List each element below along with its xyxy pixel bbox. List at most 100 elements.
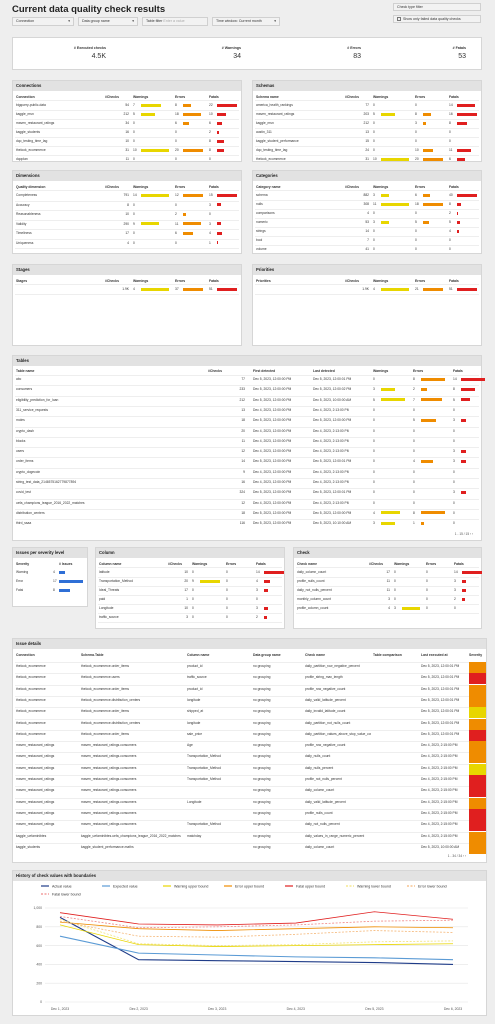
issues-row-connection[interactable]: maven_restaurant_ratings — [16, 788, 55, 793]
check-row-name[interactable]: daily_column_count — [297, 570, 327, 574]
issues-row-table[interactable]: maven_restaurant_ratings.consumers — [81, 810, 137, 815]
issues-header[interactable]: Connection — [16, 653, 35, 657]
tables-header[interactable]: First detected — [253, 369, 276, 373]
tables-row-name[interactable]: consumers — [16, 387, 33, 392]
column-row-name[interactable]: traffic_source — [99, 615, 119, 619]
tables-row-name[interactable]: eligibility_prediction_for_loan — [16, 397, 59, 402]
column-header[interactable]: Errors — [226, 562, 237, 566]
connections-row-name[interactable]: kaggle_students — [16, 130, 41, 134]
issues-row-table[interactable]: thelook_ecommerce.distribution_centers — [81, 697, 141, 702]
issues-row-table[interactable]: kaggle_uefaminibtes.uefa_champions_leagu… — [81, 833, 181, 838]
check-row-name[interactable]: profile_column_count — [297, 606, 329, 610]
issues-row-table[interactable]: maven_restaurant_ratings.consumers — [81, 788, 137, 793]
check-row-name[interactable]: daily_not_nulls_percent — [297, 588, 332, 592]
categories-row-name[interactable]: comparisons — [256, 211, 275, 215]
time-window-dropdown[interactable]: Time window: Current month ▾ — [212, 17, 280, 26]
issues-row-connection[interactable]: thelook_ecommerce — [16, 731, 46, 736]
check-header[interactable]: Check name — [297, 562, 317, 566]
tables-row-name[interactable]: distribution_centers — [16, 510, 45, 515]
tables-row-name[interactable]: uefa_champions_league_2016_2022_matches — [16, 500, 85, 505]
issues-row-connection[interactable]: thelook_ecommerce — [16, 686, 46, 691]
categories-header[interactable]: Warnings — [373, 185, 389, 189]
categories-header[interactable]: #Checks — [345, 185, 359, 189]
failed-only-toggle[interactable]: Show only failed data quality checks — [393, 15, 481, 23]
issues-row-connection[interactable]: kaggle_students — [16, 844, 41, 849]
tables-pager[interactable]: 1 - 15 / 15 ‹ › — [454, 532, 473, 536]
column-header[interactable]: #Checks — [168, 562, 182, 566]
issues-row-connection[interactable]: maven_restaurant_ratings — [16, 743, 55, 748]
schemas-header[interactable]: #Checks — [345, 95, 359, 99]
issues-pager[interactable]: 1 - 34 / 34 ‹ › — [447, 854, 466, 858]
dimensions-header[interactable]: Fatals — [209, 185, 219, 189]
tables-row-name[interactable]: order_items — [16, 459, 34, 464]
tables-header[interactable]: Warnings — [373, 369, 389, 373]
issues-header[interactable]: Data group name — [253, 653, 281, 657]
tables-row-name[interactable]: crypto_dogecoin — [16, 469, 41, 474]
column-header[interactable]: Column name — [99, 562, 122, 566]
connections-row-name[interactable]: dqoplan — [16, 157, 28, 161]
issues-row-connection[interactable]: maven_restaurant_ratings — [16, 777, 55, 781]
schemas-row-name[interactable]: america_health_rankings — [256, 103, 293, 107]
connections-row-name[interactable]: dqo_testing_time_lag — [16, 139, 48, 143]
issues-header[interactable]: Severity — [469, 653, 483, 657]
issues-row-connection[interactable]: thelook_ecommerce — [16, 675, 46, 680]
connections-row-name[interactable]: maven_restaurant_ratings — [16, 121, 55, 125]
categories-row-name[interactable]: nulls — [256, 202, 263, 206]
issues-row-table[interactable]: thelook_ecommerce.order_items — [81, 731, 130, 736]
categories-row-name[interactable]: bool — [256, 238, 263, 242]
dimensions-row-name[interactable]: Reasonableness — [16, 212, 41, 216]
issues-header[interactable]: Column name — [187, 653, 210, 657]
data-group-dropdown[interactable]: Data group name ▾ — [78, 17, 138, 26]
tables-row-name[interactable]: abc — [16, 377, 22, 381]
issues-row-connection[interactable]: kaggle_uefaminibtes — [16, 833, 47, 838]
categories-header[interactable]: Errors — [415, 185, 426, 189]
issues-header[interactable]: Last executed at — [421, 653, 448, 657]
categories-row-name[interactable]: strings — [256, 229, 266, 233]
issues-row-connection[interactable]: maven_restaurant_ratings — [16, 822, 55, 827]
priorities-header[interactable]: Warnings — [373, 279, 389, 283]
schemas-row-name[interactable]: kaggle_student_performance — [256, 139, 299, 143]
schemas-row-name[interactable]: austin_311 — [256, 130, 272, 134]
issues-row-table[interactable]: thelook_ecommerce.order_items — [81, 709, 130, 714]
dimensions-row-name[interactable]: Accuracy — [16, 202, 30, 207]
schemas-header[interactable]: Warnings — [373, 95, 389, 99]
dimensions-row-name[interactable]: Uniqueness — [16, 240, 34, 245]
categories-row-name[interactable]: volume — [256, 247, 267, 251]
issues-header[interactable]: Check name — [305, 653, 325, 657]
connections-row-name[interactable]: thelook_ecommerce — [16, 148, 46, 152]
severity-header[interactable]: Severity — [16, 562, 30, 566]
priorities-header[interactable]: Fatals — [449, 279, 459, 283]
dimensions-header[interactable]: Quality dimension — [16, 185, 46, 189]
schemas-header[interactable]: Fatals — [449, 95, 459, 99]
column-row-name[interactable]: Ideal_Threats — [99, 588, 120, 592]
categories-header[interactable]: Category name — [256, 185, 281, 189]
check-type-dropdown[interactable]: Check type filter — [393, 3, 481, 11]
issues-row-connection[interactable]: maven_restaurant_ratings — [16, 810, 55, 815]
stages-header[interactable]: Warnings — [133, 279, 149, 283]
priorities-header[interactable]: Priorities — [256, 279, 271, 283]
issues-row-table[interactable]: thelook_ecommerce.order_items — [81, 686, 130, 691]
column-header[interactable]: Fatals — [256, 562, 266, 566]
tables-header[interactable]: Fatals — [453, 369, 463, 373]
column-header[interactable]: Warnings — [192, 562, 208, 566]
issues-row-connection[interactable]: maven_restaurant_ratings — [16, 765, 55, 770]
connections-header[interactable]: Errors — [175, 95, 186, 99]
issues-row-table[interactable]: thelook_ecommerce.distribution_centers — [81, 720, 141, 725]
tables-row-name[interactable]: covid_test — [16, 490, 31, 495]
tables-row-name[interactable]: string_test_data_2146575162779877894 — [16, 480, 77, 484]
check-header[interactable]: Warnings — [394, 562, 410, 566]
tables-header[interactable]: Table name — [16, 369, 35, 373]
dimensions-header[interactable]: Warnings — [133, 185, 149, 189]
issues-row-table[interactable]: maven_restaurant_ratings.consumers — [81, 743, 137, 748]
issues-row-table[interactable]: kaggle_student_performance.maths — [81, 844, 134, 849]
priorities-header[interactable]: #Checks — [345, 279, 359, 283]
severity-header[interactable]: # Issues — [59, 562, 73, 566]
column-row-name[interactable]: Longitude — [99, 606, 114, 610]
issues-row-connection[interactable]: thelook_ecommerce — [16, 697, 46, 702]
schemas-row-name[interactable]: kaggle_msn — [256, 121, 274, 125]
schemas-row-name[interactable]: maven_restaurant_ratings — [256, 112, 295, 116]
issues-row-table[interactable]: thelook_ecommerce.users — [81, 675, 120, 680]
issues-row-connection[interactable]: thelook_ecommerce — [16, 720, 46, 725]
dimensions-row-name[interactable]: Validity — [16, 221, 27, 226]
categories-row-name[interactable]: schema — [256, 193, 268, 197]
